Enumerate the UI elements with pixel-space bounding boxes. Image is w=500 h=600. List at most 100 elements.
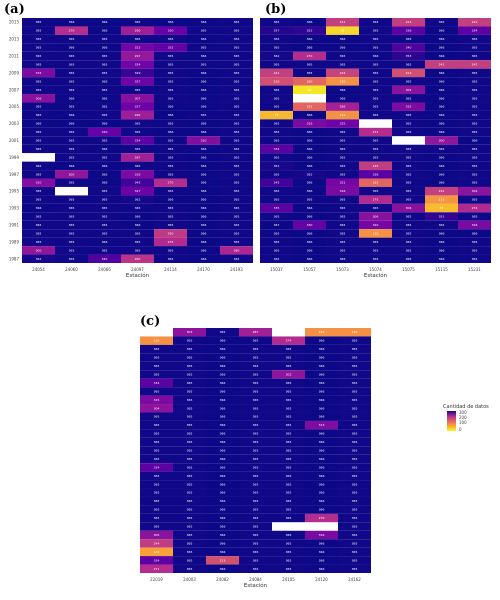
cell-value-label: 365: [187, 550, 193, 554]
heatmap-cell: [305, 513, 338, 523]
heatmap-cell: [272, 361, 305, 371]
cell-value-label: 365: [201, 46, 207, 50]
cell-value-label: 365: [340, 139, 346, 143]
cell-value-label: 366: [220, 440, 226, 444]
heatmap-cell: [220, 119, 253, 128]
y-tick-label: 1987: [9, 256, 20, 261]
cell-value-label: 365: [352, 364, 358, 368]
cell-value-label: 365: [168, 223, 174, 227]
cell-value-label: 366: [220, 347, 226, 351]
cell-value-label: 365: [286, 457, 292, 461]
heatmap-cell: [458, 195, 491, 204]
cell-value-label: 366: [201, 198, 207, 202]
cell-value-label: 365: [274, 240, 280, 244]
heatmap-cell: [326, 110, 359, 120]
heatmap-cell: [187, 77, 220, 86]
heatmap-cell: [425, 161, 458, 171]
cell-value-label: 366: [220, 423, 226, 427]
cell-value-label: 365: [286, 482, 292, 486]
heatmap-cell: [392, 203, 425, 213]
cell-value-label: 365: [439, 20, 445, 24]
heatmap-cell: [260, 161, 293, 171]
heatmap-cell: [458, 161, 491, 171]
heatmap-cell: [22, 161, 55, 171]
cell-value-label: 365: [234, 181, 240, 185]
cell-value-label: 365: [36, 62, 42, 66]
heatmap-cell: [121, 254, 154, 263]
cell-value-label: 365: [234, 147, 240, 151]
heatmap-cell: [22, 178, 55, 187]
cell-value-label: 365: [168, 122, 174, 126]
cell-value-label: 365: [69, 79, 75, 83]
cell-value-label: 365: [286, 558, 292, 562]
cell-value-label: 316: [307, 122, 313, 126]
heatmap-cell: [206, 370, 239, 379]
cell-value-label: 366: [135, 223, 141, 227]
heatmap-cell: [272, 454, 305, 464]
heatmap-cell: [359, 144, 392, 154]
cell-value-label: 365: [253, 423, 259, 427]
heatmap-cell: [338, 530, 371, 540]
heatmap-cell: [187, 229, 220, 238]
cell-value-label: 334: [135, 139, 141, 143]
heatmap-cell: [359, 110, 392, 120]
heatmap-cell: [55, 77, 88, 86]
heatmap-cell: [272, 505, 305, 514]
cell-value-label: 365: [69, 198, 75, 202]
x-axis-title: Estación: [364, 272, 388, 279]
cell-value-label: 365: [234, 71, 240, 75]
heatmap-cell: [359, 127, 392, 137]
cell-value-label: 365: [168, 147, 174, 151]
cell-value-label: 365: [472, 181, 478, 185]
cell-value-label: 365: [286, 567, 292, 571]
cell-value-label: 366: [220, 364, 226, 368]
y-tick-label: 2005: [9, 104, 20, 109]
cell-value-label: 304: [154, 406, 160, 410]
cell-value-label: 216: [274, 79, 280, 83]
cell-value-label: 365: [36, 29, 42, 33]
cell-value-label: 365: [274, 88, 280, 92]
cell-value-label: 365: [472, 215, 478, 219]
cell-value-label: 365: [253, 440, 259, 444]
cell-value-label: 321: [340, 181, 346, 185]
cell-value-label: 275: [373, 198, 379, 202]
heatmap-cell: [239, 488, 272, 497]
cell-value-label: 365: [168, 155, 174, 159]
cell-value-label: 365: [253, 508, 259, 512]
heatmap-cell: [140, 336, 173, 345]
heatmap-cell: [187, 43, 220, 52]
heatmap-cell: [88, 178, 121, 187]
cell-value-label: 365: [274, 215, 280, 219]
cell-value-label: 365: [253, 465, 259, 469]
heatmap-cell: [121, 144, 154, 154]
heatmap-cell: [359, 26, 392, 35]
cell-value-label: 365: [373, 257, 379, 261]
cell-value-label: 365: [406, 215, 412, 219]
heatmap-cell: [187, 85, 220, 95]
heatmap-cell: [359, 77, 392, 86]
heatmap-cell: [220, 51, 253, 61]
cell-value-label: 365: [406, 248, 412, 252]
cell-value-label: 366: [201, 88, 207, 92]
heatmap-cell: [55, 153, 88, 162]
cell-value-label: 366: [220, 499, 226, 503]
cell-value-label: 366: [201, 96, 207, 100]
heatmap-cell: [173, 387, 206, 396]
cell-value-label: 365: [352, 423, 358, 427]
heatmap-cell: [260, 195, 293, 204]
heatmap-cell: [55, 68, 88, 78]
heatmap-cell: [338, 353, 371, 362]
heatmap-cell: [239, 395, 272, 405]
heatmap-cell: [22, 119, 55, 128]
heatmap-cell: [88, 136, 121, 145]
cell-value-label: 365: [69, 139, 75, 143]
heatmap-cell: [293, 220, 326, 230]
heatmap-cell: [154, 212, 187, 221]
cell-value-label: 365: [234, 223, 240, 227]
cell-value-label: 365: [234, 46, 240, 50]
cell-value-label: 305: [154, 533, 160, 537]
cell-value-label: 270: [307, 54, 313, 58]
cell-value-label: 365: [187, 347, 193, 351]
heatmap-cell: [173, 454, 206, 464]
cell-value-label: 365: [187, 415, 193, 419]
